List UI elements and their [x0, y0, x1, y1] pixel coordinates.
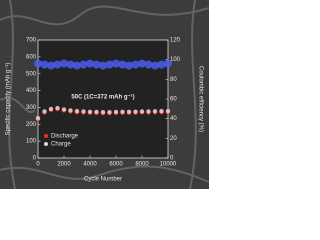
point [87, 109, 93, 115]
background-texture [0, 0, 209, 189]
point [131, 60, 140, 69]
y2-tick-label: 0 [170, 156, 174, 162]
chart: Specific capacity (mAh g⁻¹) Coulombic ef… [0, 0, 209, 189]
y-tick-label: 200 [26, 122, 37, 128]
y2-tick-label: 80 [170, 77, 177, 83]
point [79, 60, 88, 69]
plot-area [37, 39, 169, 159]
x-tick-label: 2000 [57, 162, 71, 168]
point [53, 60, 62, 69]
x-tick-label: 0 [36, 162, 40, 168]
y2-tick-label: 120 [170, 38, 181, 44]
point [138, 59, 146, 68]
x-tick-label: 4000 [83, 162, 97, 168]
point [152, 109, 158, 114]
point [42, 109, 47, 114]
point [144, 60, 153, 69]
point [60, 59, 68, 68]
point [146, 109, 151, 114]
y2-tick-label: 40 [170, 116, 177, 122]
point [40, 60, 49, 69]
legend-marker [44, 142, 48, 146]
y-tick-label: 0 [33, 156, 37, 162]
y2-tick-label: 60 [170, 97, 177, 103]
point [81, 109, 86, 114]
y-axis-label: Specific capacity (mAh g⁻¹) [6, 63, 12, 136]
point [151, 61, 159, 70]
legend-marker [44, 134, 48, 138]
point [125, 61, 133, 70]
y-tick-label: 600 [26, 54, 37, 60]
point [35, 116, 41, 121]
point [126, 109, 132, 115]
x-tick-label: 10000 [160, 162, 177, 168]
point [105, 60, 114, 69]
point [92, 60, 101, 69]
point [165, 108, 171, 114]
point [66, 60, 75, 69]
point [68, 108, 73, 113]
x-tick-label: 6000 [109, 162, 123, 168]
point [61, 107, 67, 112]
y2-tick-label: 20 [170, 136, 177, 142]
x-tick-label: 8000 [135, 162, 149, 168]
point [159, 108, 164, 114]
point [48, 106, 54, 112]
point [120, 109, 125, 115]
point [73, 61, 81, 70]
y-tick-label: 400 [26, 88, 37, 94]
y-tick-label: 300 [26, 105, 37, 111]
point [55, 105, 60, 111]
point [164, 59, 172, 68]
point [34, 59, 42, 68]
point [100, 109, 106, 115]
point [113, 109, 119, 115]
y2-axis-label: Coulombic efficiency (%) [197, 66, 203, 132]
point [94, 109, 99, 115]
point [47, 61, 55, 70]
point [139, 109, 145, 114]
point [112, 59, 120, 68]
y-tick-label: 700 [26, 38, 37, 44]
y2-tick-label: 100 [170, 57, 181, 63]
point [86, 59, 94, 68]
point [133, 109, 138, 114]
y-tick-label: 500 [26, 71, 37, 77]
x-axis-label: Cycle Number [84, 177, 122, 183]
y-tick-label: 100 [26, 139, 37, 145]
point [99, 61, 107, 70]
point [157, 60, 166, 69]
legend-label: Discharge [51, 134, 79, 140]
point [118, 60, 127, 69]
point [74, 108, 80, 114]
point [107, 109, 112, 115]
annotation: 50C (1C=372 mAh g⁻¹) [71, 94, 134, 101]
legend-label: Charge [51, 142, 71, 148]
